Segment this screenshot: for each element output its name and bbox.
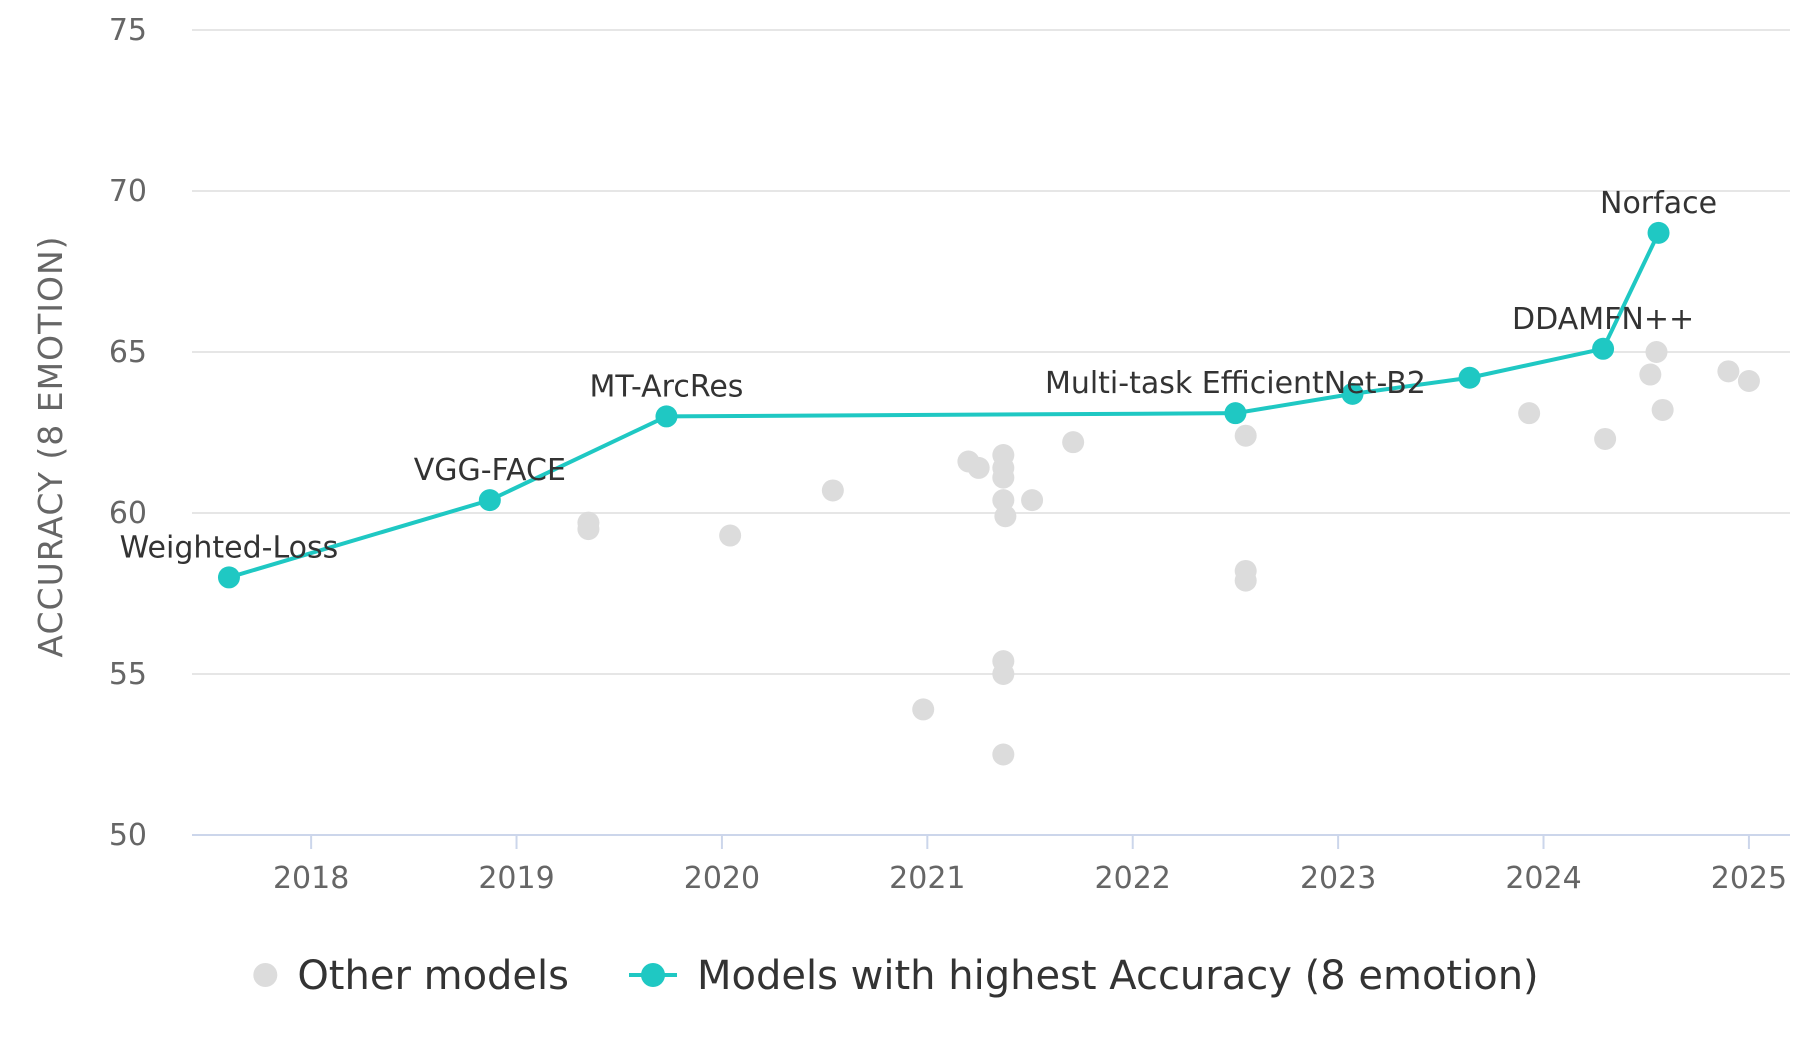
other-model-point: [821, 479, 844, 502]
other-model-point: [992, 489, 1015, 512]
other-model-point: [967, 456, 990, 479]
best-models-line: [226, 230, 1661, 580]
grid-layer: [192, 29, 1790, 675]
other-model-point: [1062, 431, 1085, 454]
best-model-label: Multi-task EfficientNet-B2: [1045, 366, 1426, 401]
y-tick-label: 70: [109, 174, 147, 209]
other-model-point: [1645, 341, 1668, 363]
best-model-label: Norface: [1600, 186, 1717, 221]
other-model-point: [992, 743, 1015, 766]
x-tick-label: 2020: [684, 861, 760, 896]
best-model-label: VGG-FACE: [414, 453, 566, 488]
other-model-point: [1234, 424, 1257, 447]
legend-label-best: Models with highest Accuracy (8 emotion): [697, 953, 1539, 999]
x-tick-label: 2024: [1505, 861, 1581, 896]
legend-symbol-best: [641, 963, 666, 987]
other-model-point: [1717, 360, 1740, 383]
x-tick-label: 2022: [1095, 861, 1171, 896]
other-model-point: [992, 466, 1015, 489]
best-model-point: [1592, 337, 1615, 360]
legend-symbol-other: [253, 963, 278, 987]
best-model-point: [478, 489, 501, 512]
other-model-point: [719, 524, 742, 547]
best-model-label: MT-ArcRes: [590, 369, 744, 404]
other-models-series: [577, 341, 1760, 766]
other-model-point: [1737, 369, 1760, 392]
point-labels: Weighted-Loss VGG-FACE MT-ArcRes Multi-task…: [120, 186, 1717, 566]
y-tick-label: 65: [109, 335, 147, 370]
other-model-point: [1234, 569, 1257, 592]
axis-layer: 50 55 60 65 70 75 2018 2019 2020 2021 2022 2023 2024…: [31, 13, 1790, 896]
other-model-point: [1651, 398, 1674, 421]
other-model-point: [1518, 402, 1541, 425]
other-model-point: [1639, 363, 1662, 386]
x-tick-label: 2018: [273, 861, 349, 896]
best-models-series: [217, 221, 1670, 589]
best-model-point: [1341, 382, 1364, 405]
y-tick-label: 60: [109, 496, 147, 531]
x-tick-label: 2023: [1300, 861, 1376, 896]
other-model-point: [577, 511, 600, 534]
y-axis-title: ACCURACY (8 EMOTION): [31, 235, 70, 657]
other-model-point: [1594, 427, 1617, 450]
x-tick-label: 2025: [1711, 861, 1787, 896]
x-tick-label: 2019: [478, 861, 554, 896]
legend-label-other: Other models: [297, 953, 569, 999]
other-model-point: [1021, 489, 1044, 512]
best-model-point: [217, 566, 240, 589]
best-model-point: [655, 405, 678, 428]
best-model-point: [1224, 402, 1247, 425]
y-tick-label: 50: [109, 818, 147, 853]
other-model-point: [912, 698, 935, 721]
y-tick-label: 75: [109, 13, 147, 48]
best-model-point: [1647, 221, 1670, 244]
best-model-point: [1458, 366, 1481, 389]
y-tick-label: 55: [109, 657, 147, 692]
x-tick-label: 2021: [889, 861, 965, 896]
best-model-label: DDAMFN++: [1512, 302, 1694, 337]
other-model-point: [994, 505, 1017, 528]
best-model-label: Weighted-Loss: [120, 530, 339, 565]
other-model-point: [992, 663, 1015, 685]
legend: Other models Models with highest Accuracy…: [253, 953, 1539, 999]
